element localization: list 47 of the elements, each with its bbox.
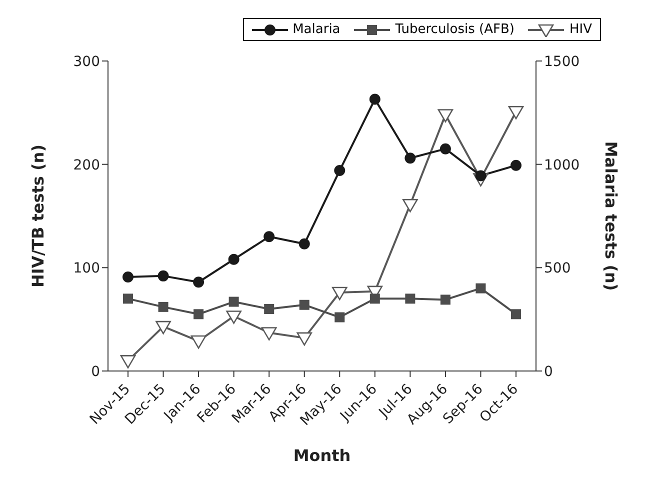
point — [228, 296, 239, 307]
point — [508, 106, 524, 120]
y-tick-label: 0 — [91, 364, 100, 380]
point — [334, 165, 346, 176]
point — [193, 276, 204, 288]
point — [299, 300, 310, 310]
point — [226, 310, 242, 324]
x-axis-title: Month — [293, 446, 351, 465]
point — [156, 320, 171, 334]
y2-tick-label: 1500 — [544, 54, 580, 70]
point — [264, 231, 275, 242]
point — [332, 286, 348, 300]
y2-tick-label: 500 — [544, 260, 571, 277]
point — [120, 355, 136, 368]
point — [438, 109, 454, 122]
point — [370, 294, 380, 304]
point — [369, 94, 380, 105]
point — [405, 294, 416, 304]
point — [402, 198, 418, 212]
point — [158, 302, 168, 312]
y2-tick-label: 0 — [544, 364, 553, 380]
y-tick-label: 200 — [73, 157, 100, 174]
point — [476, 283, 486, 294]
point — [510, 160, 522, 171]
legend-label: Malaria — [292, 22, 340, 37]
point — [298, 238, 310, 250]
legend-label: HIV — [568, 22, 592, 37]
point — [122, 271, 134, 282]
point — [261, 327, 277, 340]
point — [228, 254, 240, 265]
point — [404, 152, 416, 164]
point — [440, 143, 451, 154]
y-tick-label: 100 — [73, 260, 100, 277]
point — [190, 335, 206, 349]
point — [123, 294, 133, 304]
y2-tick-label: 1000 — [544, 157, 580, 174]
point — [440, 294, 450, 305]
point — [511, 309, 521, 320]
y-axis-title: HIV/TB tests (n) — [28, 144, 48, 288]
point — [194, 309, 204, 320]
point — [158, 270, 169, 282]
y2-axis-title: Malaria tests (n) — [601, 141, 620, 291]
point — [296, 332, 312, 346]
legend-label: Tuberculosis (AFB) — [394, 22, 514, 37]
y-tick-label: 300 — [73, 54, 100, 70]
point — [264, 304, 274, 314]
point — [334, 312, 345, 322]
